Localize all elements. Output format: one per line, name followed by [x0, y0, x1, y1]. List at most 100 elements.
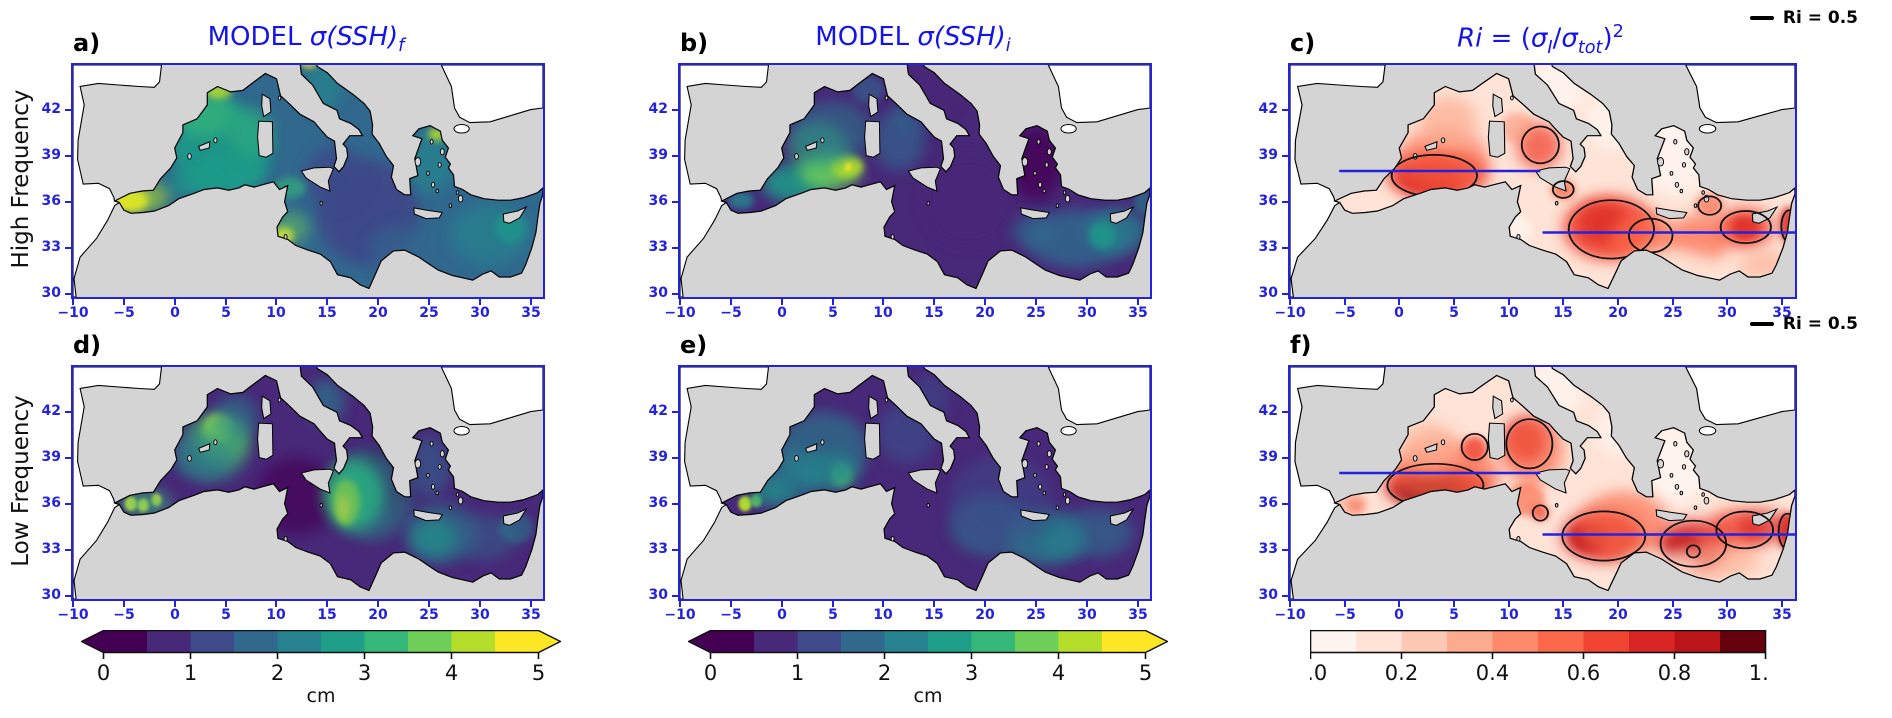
small-island	[1673, 139, 1678, 145]
x-tick-label: 15	[317, 607, 337, 623]
x-tick-label: 0	[777, 607, 787, 623]
x-tick	[1781, 299, 1783, 305]
x-tick-label: 20	[975, 305, 995, 321]
small-island	[1021, 157, 1029, 167]
small-island	[1701, 492, 1705, 497]
small-island	[1657, 157, 1665, 167]
island	[413, 509, 444, 522]
small-island	[1679, 188, 1684, 194]
data-blob	[172, 434, 234, 481]
small-island	[1062, 492, 1067, 497]
colorbar-unit-label: cm	[307, 685, 336, 706]
data-blob	[1531, 504, 1550, 522]
data-blob	[924, 155, 1016, 248]
x-tick-label: 15	[924, 305, 944, 321]
small-island	[1055, 203, 1060, 208]
y-tick-label: 36	[41, 193, 61, 209]
data-blob	[1011, 214, 1057, 248]
x-tick	[1453, 601, 1455, 607]
x-tick	[1562, 299, 1564, 305]
small-island	[1693, 505, 1698, 510]
y-tick-label: 33	[648, 239, 668, 255]
x-tick-label: 20	[975, 607, 995, 623]
map-panel-a: a)	[71, 29, 545, 299]
island	[413, 207, 444, 220]
data-blob	[1501, 417, 1564, 486]
y-tick	[672, 549, 678, 551]
x-tick	[730, 299, 732, 305]
x-tick	[1672, 601, 1674, 607]
small-island	[1046, 450, 1052, 458]
island	[868, 93, 879, 118]
y-tick-label: 42	[1258, 101, 1278, 117]
x-tick-label: −5	[113, 607, 135, 623]
colorbar-tick-label: 1	[184, 661, 197, 685]
x-tick	[326, 299, 328, 305]
small-island	[1440, 137, 1446, 144]
title-segment: f	[398, 36, 405, 57]
x-tick	[1781, 601, 1783, 607]
island	[1655, 207, 1688, 220]
panel-c-letter: c)	[1290, 29, 1316, 57]
y-tick	[1282, 457, 1288, 459]
sea-of-marmara	[1060, 425, 1077, 436]
y-tick	[1282, 155, 1288, 157]
island	[1487, 120, 1506, 158]
small-island	[1046, 148, 1052, 156]
x-tick	[984, 601, 986, 607]
x-tick-label: −5	[720, 607, 742, 623]
x-tick	[933, 601, 935, 607]
title-segment: σ	[1530, 23, 1548, 54]
small-island	[926, 201, 930, 206]
small-island	[1674, 483, 1680, 490]
small-island	[1033, 472, 1037, 478]
panel-d-letter: d)	[73, 331, 102, 359]
x-tick	[326, 601, 328, 607]
title-segment: Ri	[1457, 23, 1483, 54]
y-tick-label: 42	[648, 101, 668, 117]
small-island	[439, 450, 445, 458]
x-tick	[679, 299, 681, 305]
colorbar-tick-label: 0	[97, 661, 110, 685]
colorbar-tick-label: 2	[271, 661, 284, 685]
x-tick-label: 20	[1608, 607, 1628, 623]
small-island	[1693, 203, 1698, 208]
data-blob	[330, 448, 412, 541]
row-label-low-frequency: Low Frequency	[8, 395, 34, 567]
colorbar-tick-label: 0.4	[1476, 661, 1509, 685]
small-island	[1064, 194, 1071, 203]
x-tick	[1289, 601, 1291, 607]
ri-contour-line-icon	[1749, 322, 1774, 326]
small-island	[435, 490, 439, 496]
small-island	[1042, 188, 1046, 194]
ri-contours	[1390, 125, 1795, 260]
small-island	[1669, 472, 1674, 478]
x-tick	[1035, 299, 1037, 305]
data-blob	[1730, 215, 1759, 241]
colorbar-tick-label: 0.6	[1567, 661, 1600, 685]
x-tick	[174, 601, 176, 607]
x-tick-label: 10	[873, 607, 893, 623]
small-island	[414, 459, 422, 469]
title-segment: tot	[1577, 37, 1603, 58]
x-tick	[1617, 299, 1619, 305]
x-tick-label: 10	[266, 607, 286, 623]
small-island	[1412, 455, 1418, 462]
title-segment: = (	[1482, 23, 1531, 54]
colorbar-tick-label: 1.0	[1749, 661, 1767, 685]
x-tick-label: −10	[1274, 305, 1306, 321]
x-tick	[123, 601, 125, 607]
x-tick	[1672, 299, 1674, 305]
map-panel-e: e)	[678, 331, 1152, 601]
small-island	[1554, 201, 1559, 206]
x-tick-label: 25	[1026, 607, 1046, 623]
y-tick-label: 30	[648, 285, 668, 301]
small-island	[437, 162, 442, 168]
x-tick-label: 5	[1449, 305, 1459, 321]
x-tick-label: 0	[170, 607, 180, 623]
title-segment: σ	[1561, 23, 1578, 54]
x-tick-label: 25	[419, 305, 439, 321]
x-tick-label: 15	[1553, 305, 1573, 321]
small-island	[213, 137, 218, 144]
y-tick-label: 33	[648, 541, 668, 557]
